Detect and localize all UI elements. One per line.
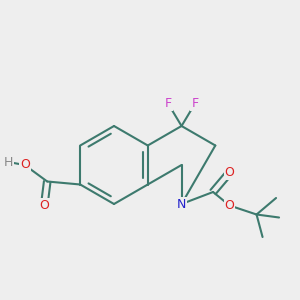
Text: O: O bbox=[20, 158, 30, 172]
Text: O: O bbox=[225, 199, 235, 212]
Text: N: N bbox=[177, 197, 186, 211]
Text: H: H bbox=[4, 155, 13, 169]
Text: F: F bbox=[191, 97, 199, 110]
Text: O: O bbox=[39, 199, 49, 212]
Text: F: F bbox=[164, 97, 172, 110]
Text: O: O bbox=[225, 166, 235, 179]
